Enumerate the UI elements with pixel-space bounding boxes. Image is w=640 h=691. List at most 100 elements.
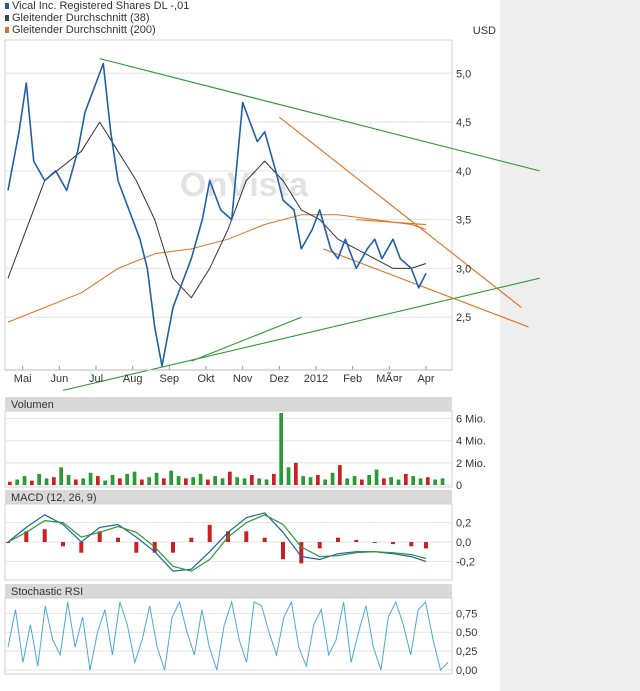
macd-histogram-bar — [79, 542, 84, 553]
macd-histogram-bar — [24, 531, 29, 542]
volume-bar — [279, 413, 283, 485]
price-x-tick-label: Jun — [50, 373, 68, 385]
volume-bar — [367, 475, 371, 485]
rsi-line — [7, 600, 449, 671]
macd-histogram-bar — [244, 531, 249, 542]
price-x-tick-label: Jul — [89, 373, 103, 385]
trendline-orange — [323, 248, 529, 328]
macd-histogram-bar — [409, 542, 414, 547]
volume-bar — [220, 478, 225, 485]
price-x-tick-label: Sep — [160, 373, 180, 385]
macd-histogram-bar — [189, 537, 194, 542]
volume-bar — [198, 473, 203, 485]
volume-bar — [184, 478, 188, 485]
volume-bar — [206, 479, 210, 485]
price-x-tick-label: Mai — [14, 373, 32, 385]
volume-bar — [272, 473, 276, 485]
macd-header — [5, 490, 452, 504]
macd-histogram-bar — [171, 542, 175, 553]
volume-y-tick-label: 0 — [456, 480, 462, 492]
macd-histogram-bar — [6, 542, 10, 543]
volume-panel: Volumen 6 Mio. 4 Mio. 2 Mio. 0 — [4, 397, 486, 492]
price-y-tick-label: 2,5 — [456, 312, 471, 324]
macd-y-tick-label: 0,2 — [456, 518, 471, 530]
rsi-y-tick-label: 0,75 — [456, 608, 477, 620]
volume-bar — [316, 475, 320, 485]
macd-histogram-bar — [391, 542, 395, 545]
volume-bar — [228, 471, 232, 485]
price-x-tick-label: Apr — [417, 373, 434, 385]
price-x-ticks: Mai Jun Jul Aug Sep Okt Nov Dez 2012 Feb MÃ¤r Apr — [5, 366, 452, 385]
rsi-title: Stochastic RSI — [11, 586, 83, 598]
volume-bar — [352, 476, 357, 485]
volume-y-ticks: 6 Mio. 4 Mio. 2 Mio. 0 — [456, 414, 486, 492]
price-x-tick-label: MÃ¤r — [376, 372, 403, 385]
trendline-orange — [278, 116, 522, 308]
trendline-green — [191, 316, 302, 362]
volume-bar — [8, 481, 12, 485]
price-series-group — [7, 62, 427, 367]
volume-bar — [88, 472, 93, 485]
legend-label-sma38: Gleitender Durchschnitt (38) — [12, 12, 150, 24]
price-grid — [5, 72, 452, 318]
volume-bar — [389, 477, 393, 485]
price-x-tick-label: Feb — [343, 373, 362, 385]
volume-bar — [440, 478, 445, 485]
price-y-tick-label: 4,5 — [456, 117, 471, 129]
volume-bar — [66, 475, 71, 485]
volume-bar — [235, 477, 239, 485]
price-y-tick-label: 3,5 — [456, 215, 471, 227]
rsi-y-ticks: 0,75 0,50 0,25 0,00 — [456, 608, 477, 677]
legend-swatch-price — [5, 3, 9, 9]
volume-bar — [52, 477, 56, 485]
volume-bar — [30, 480, 34, 485]
volume-bar — [96, 476, 100, 485]
rsi-y-tick-label: 0,50 — [456, 627, 477, 639]
volume-header — [5, 397, 452, 411]
macd-histogram-bar — [281, 542, 285, 560]
legend-swatch-sma200 — [5, 27, 9, 33]
volume-bar — [147, 477, 151, 485]
rsi-header — [5, 584, 452, 598]
volume-bar — [110, 475, 115, 485]
macd-histogram-bar — [116, 537, 120, 542]
volume-bar — [125, 473, 129, 485]
price-y-ticks: 5,0 4,5 4,0 3,5 3,0 2,5 — [456, 68, 471, 324]
volume-bar — [59, 467, 63, 485]
macd-histogram-bar — [336, 537, 340, 542]
volume-bar — [213, 476, 217, 485]
price-y-tick-label: 4,0 — [456, 166, 471, 178]
volume-bar — [191, 477, 195, 485]
price-panel: OnVista 5,04,54,03,53,02,5 Mai Jun Jul Aug S… — [4, 39, 540, 391]
macd-histogram-bar — [372, 542, 377, 543]
rsi-panel: Stochastic RSI 0,75 0,50 0,25 0,00 — [4, 584, 477, 677]
volume-bar — [301, 476, 305, 485]
volume-bar — [338, 465, 342, 485]
macd-lines — [7, 512, 427, 572]
macd-panel: MACD (12, 26, 9) 0,2 0,0 -0,2 — [4, 490, 475, 581]
macd-y-tick-label: 0,0 — [456, 537, 471, 549]
volume-bars — [8, 413, 445, 485]
volume-y-tick-label: 4 Mio. — [456, 436, 486, 448]
volume-bar — [418, 478, 423, 485]
trendline-green — [62, 277, 540, 391]
volume-bar — [308, 477, 313, 485]
macd-histogram-bar — [42, 529, 47, 542]
rsi-y-tick-label: 0,25 — [456, 646, 477, 658]
macd-histogram-bar — [134, 542, 139, 553]
volume-bar — [360, 479, 364, 485]
currency-label: USD — [473, 25, 496, 37]
price-x-tick-label: Aug — [123, 373, 143, 385]
volume-bar — [15, 479, 19, 485]
trendlines — [62, 58, 540, 391]
volume-bar — [176, 476, 181, 485]
price-x-tick-label: 2012 — [304, 373, 328, 385]
rsi-line-group — [7, 600, 449, 671]
volume-bar — [44, 478, 49, 485]
volume-y-tick-label: 6 Mio. — [456, 414, 486, 426]
volume-bar — [294, 462, 298, 485]
volume-bar — [162, 478, 166, 485]
volume-bar — [323, 479, 327, 485]
